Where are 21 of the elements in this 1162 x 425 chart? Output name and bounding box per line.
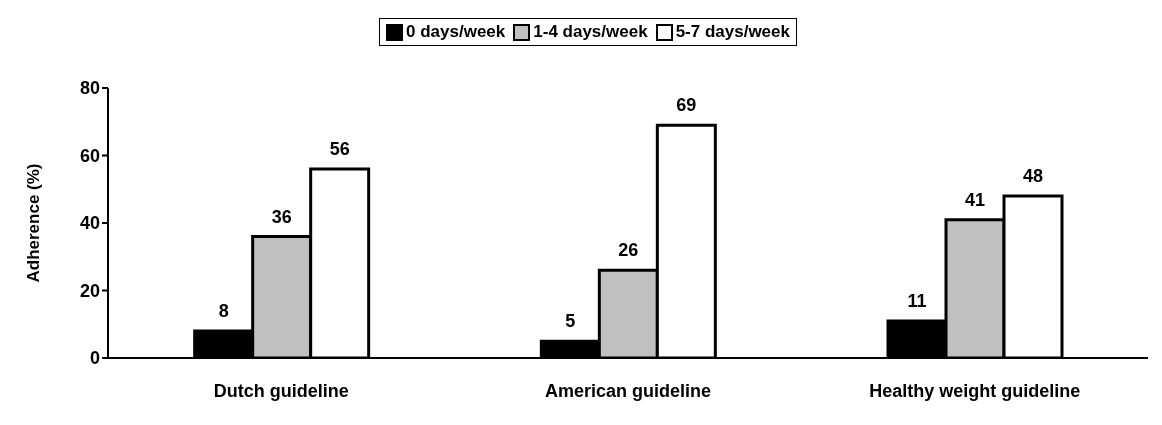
x-tick-label: Dutch guideline — [213, 380, 349, 401]
data-label: 5 — [565, 311, 576, 332]
data-label: 56 — [329, 139, 350, 159]
data-label: 8 — [218, 301, 229, 321]
data-label: 11 — [907, 290, 927, 311]
legend-label: 5-7 days/week — [674, 22, 790, 42]
data-label: 26 — [618, 240, 639, 261]
y-axis-title: Adherence (%) — [24, 163, 44, 283]
y-tick-label: 0 — [89, 348, 100, 369]
y-tick-label: 40 — [79, 213, 100, 234]
data-label: 69 — [676, 95, 697, 116]
data-label: 36 — [271, 206, 292, 227]
y-tick-label: 80 — [79, 78, 100, 99]
x-tick-label: American guideline — [544, 380, 712, 401]
data-label: 41 — [964, 189, 986, 210]
legend-label: 1-4 days/week — [532, 22, 648, 42]
y-tick-label: 20 — [79, 280, 100, 301]
data-label: 48 — [1022, 166, 1044, 186]
x-tick-label: Healthy weight guideline — [869, 380, 1081, 401]
legend-label: 0 days/week — [405, 22, 506, 42]
y-tick-label: 60 — [79, 145, 100, 166]
